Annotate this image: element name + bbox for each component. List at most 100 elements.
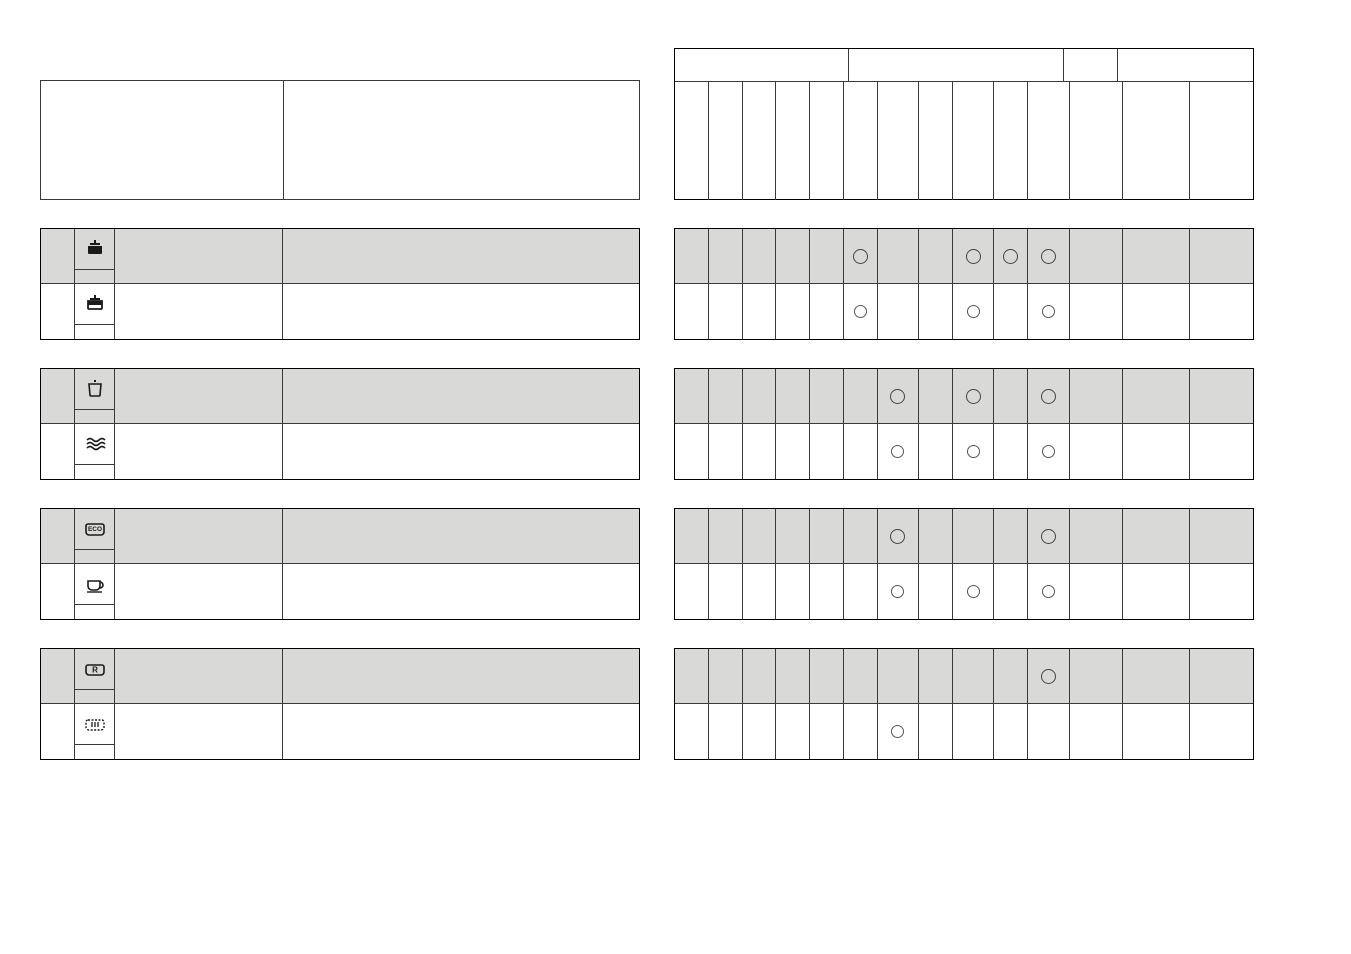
value-cell [810, 564, 844, 619]
value-cell [776, 369, 810, 423]
value-cell [1123, 564, 1191, 619]
value-cell [844, 649, 878, 703]
row-icon-cell [75, 284, 115, 339]
program-row-values [675, 564, 1253, 619]
program-row [41, 564, 639, 619]
program-row [41, 424, 639, 479]
value-cell [776, 704, 810, 759]
value-cell [878, 424, 920, 479]
program-row [41, 229, 639, 284]
drain-icon [82, 711, 108, 737]
program-name [115, 704, 283, 759]
group-left [40, 368, 640, 480]
value-cell [1070, 229, 1123, 283]
value-cell [1070, 704, 1123, 759]
value-cell [953, 284, 995, 339]
value-cell [675, 564, 709, 619]
value-cell [844, 509, 878, 563]
group-left [40, 228, 640, 340]
value-cell [878, 649, 920, 703]
value-cell [1123, 509, 1191, 563]
group-left [40, 648, 640, 760]
value-cell [1028, 564, 1070, 619]
value-cell [1123, 704, 1191, 759]
row-pos [41, 284, 75, 339]
row-icon-cell [75, 369, 115, 423]
row-content [115, 564, 639, 619]
program-row-values [675, 284, 1253, 339]
value-cell [878, 369, 920, 423]
value-cell [1190, 564, 1253, 619]
program-row [41, 284, 639, 339]
value-cell [776, 284, 810, 339]
value-cell [743, 424, 777, 479]
row-content [115, 649, 639, 703]
value-cell [709, 649, 743, 703]
value-cell [1028, 649, 1070, 703]
value-cell [1190, 424, 1253, 479]
program-description [283, 564, 639, 619]
value-cell [1028, 229, 1070, 283]
value-cell [1190, 229, 1253, 283]
header-sub-14 [1190, 82, 1253, 200]
row-content [115, 509, 639, 563]
value-cell [776, 424, 810, 479]
value-cell [919, 284, 953, 339]
value-cell [953, 704, 995, 759]
value-cell [743, 704, 777, 759]
program-row [41, 369, 639, 424]
value-cell [994, 369, 1028, 423]
program-name [115, 649, 283, 703]
value-cell [776, 509, 810, 563]
header-sub-row [675, 82, 1253, 200]
value-cell [1028, 284, 1070, 339]
row-pos [41, 369, 75, 423]
value-cell [675, 424, 709, 479]
value-cell [953, 229, 995, 283]
header-sub-4 [776, 82, 810, 200]
header-sub-1 [675, 82, 709, 200]
program-row-values [675, 509, 1253, 564]
program-name [115, 509, 283, 563]
value-cell [1028, 369, 1070, 423]
value-cell [994, 649, 1028, 703]
eco-icon [82, 516, 108, 542]
value-cell [878, 704, 920, 759]
program-description [283, 704, 639, 759]
value-cell [919, 369, 953, 423]
row-content [115, 229, 639, 283]
value-cell [994, 229, 1028, 283]
header-sub-12 [1070, 82, 1123, 200]
value-cell [743, 284, 777, 339]
group-right [674, 648, 1254, 760]
value-cell [953, 649, 995, 703]
value-cell [810, 424, 844, 479]
program-row-values [675, 704, 1253, 759]
value-cell [953, 424, 995, 479]
value-cell [844, 229, 878, 283]
value-cell [919, 509, 953, 563]
value-cell [709, 284, 743, 339]
header-program-cell [41, 81, 284, 199]
value-cell [1190, 369, 1253, 423]
value-cell [878, 229, 920, 283]
value-cell [1028, 704, 1070, 759]
header-sub-3 [743, 82, 777, 200]
header-description-cell [284, 81, 639, 199]
program-group [40, 368, 1290, 480]
value-cell [953, 509, 995, 563]
program-description [283, 424, 639, 479]
waves-icon [82, 431, 108, 457]
value-cell [1070, 284, 1123, 339]
value-cell [994, 564, 1028, 619]
value-cell [810, 649, 844, 703]
row-icon-cell [75, 229, 115, 283]
value-cell [810, 509, 844, 563]
value-cell [776, 649, 810, 703]
program-description [283, 284, 639, 339]
value-cell [1123, 284, 1191, 339]
program-group [40, 508, 1290, 620]
value-cell [743, 509, 777, 563]
program-description [283, 509, 639, 563]
value-cell [810, 369, 844, 423]
